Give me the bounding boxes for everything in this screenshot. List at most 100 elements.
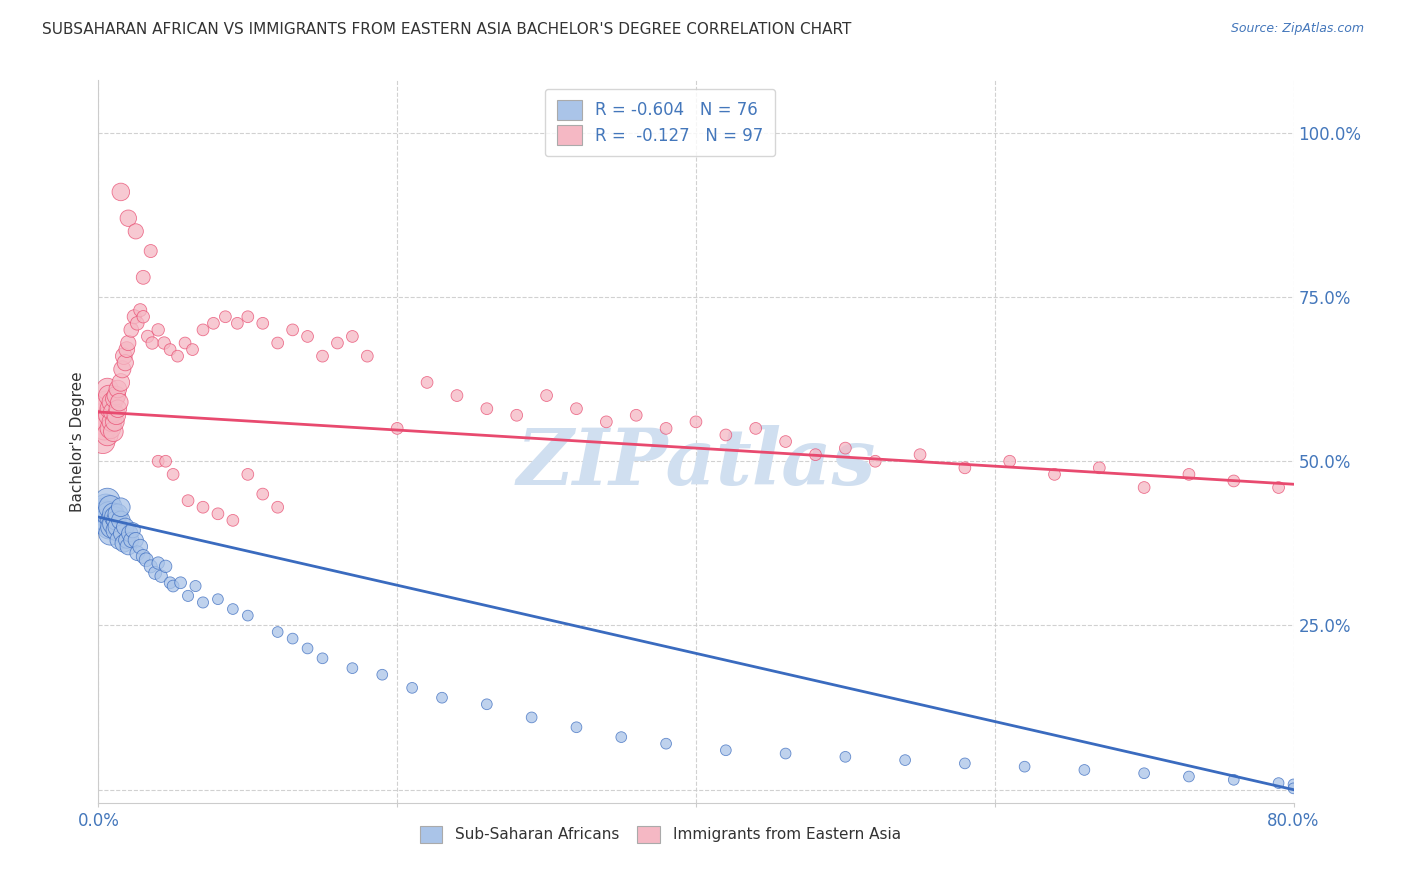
- Point: [104, 415, 127, 429]
- Point: [97, 507, 120, 521]
- Point: [98, 421, 122, 435]
- Point: [150, 569, 173, 583]
- Point: [111, 526, 134, 541]
- Point: [96, 513, 118, 527]
- Point: [1133, 481, 1156, 495]
- Point: [127, 316, 149, 330]
- Point: [214, 310, 236, 324]
- Point: [191, 323, 214, 337]
- Point: [506, 409, 529, 423]
- Point: [236, 467, 259, 482]
- Point: [127, 546, 149, 560]
- Point: [714, 743, 737, 757]
- Point: [136, 329, 159, 343]
- Point: [207, 507, 229, 521]
- Point: [112, 349, 135, 363]
- Text: Source: ZipAtlas.com: Source: ZipAtlas.com: [1230, 22, 1364, 36]
- Point: [430, 690, 453, 705]
- Point: [565, 720, 588, 734]
- Point: [1282, 781, 1305, 796]
- Point: [125, 533, 148, 547]
- Point: [153, 336, 176, 351]
- Point: [775, 747, 797, 761]
- Point: [107, 520, 129, 534]
- Point: [143, 566, 166, 580]
- Point: [115, 533, 138, 547]
- Point: [267, 500, 290, 515]
- Point: [139, 244, 162, 258]
- Point: [865, 454, 887, 468]
- Point: [281, 632, 304, 646]
- Point: [98, 526, 122, 541]
- Point: [236, 310, 259, 324]
- Point: [107, 401, 129, 416]
- Point: [226, 316, 249, 330]
- Point: [222, 513, 245, 527]
- Point: [110, 185, 132, 199]
- Point: [894, 753, 917, 767]
- Point: [96, 382, 118, 396]
- Point: [1043, 467, 1066, 482]
- Point: [252, 487, 274, 501]
- Point: [103, 405, 125, 419]
- Point: [998, 454, 1021, 468]
- Point: [101, 513, 124, 527]
- Point: [342, 661, 364, 675]
- Point: [148, 556, 170, 570]
- Text: ZIPatlas: ZIPatlas: [516, 425, 876, 501]
- Text: SUBSAHARAN AFRICAN VS IMMIGRANTS FROM EASTERN ASIA BACHELOR'S DEGREE CORRELATION: SUBSAHARAN AFRICAN VS IMMIGRANTS FROM EA…: [42, 22, 852, 37]
- Point: [159, 575, 181, 590]
- Point: [107, 507, 129, 521]
- Point: [297, 329, 319, 343]
- Point: [184, 579, 207, 593]
- Point: [155, 559, 177, 574]
- Point: [103, 516, 125, 531]
- Point: [202, 316, 225, 330]
- Point: [1073, 763, 1095, 777]
- Point: [1178, 467, 1201, 482]
- Point: [110, 376, 132, 390]
- Point: [148, 454, 170, 468]
- Point: [655, 421, 678, 435]
- Point: [191, 595, 214, 609]
- Point: [132, 310, 155, 324]
- Point: [446, 388, 468, 402]
- Point: [90, 415, 112, 429]
- Point: [834, 441, 856, 455]
- Point: [125, 224, 148, 238]
- Point: [98, 401, 122, 416]
- Point: [132, 270, 155, 285]
- Point: [326, 336, 349, 351]
- Point: [177, 589, 200, 603]
- Point: [177, 493, 200, 508]
- Point: [91, 434, 114, 449]
- Point: [108, 533, 131, 547]
- Point: [416, 376, 439, 390]
- Point: [236, 608, 259, 623]
- Point: [114, 520, 136, 534]
- Point: [94, 507, 117, 521]
- Point: [120, 323, 142, 337]
- Point: [101, 520, 124, 534]
- Point: [181, 343, 204, 357]
- Point: [93, 510, 115, 524]
- Point: [101, 415, 124, 429]
- Point: [162, 579, 184, 593]
- Point: [118, 526, 141, 541]
- Point: [953, 460, 976, 475]
- Point: [610, 730, 633, 744]
- Point: [94, 395, 117, 409]
- Point: [108, 395, 131, 409]
- Point: [166, 349, 188, 363]
- Point: [117, 211, 139, 226]
- Point: [174, 336, 197, 351]
- Point: [595, 415, 617, 429]
- Point: [111, 362, 134, 376]
- Point: [804, 448, 827, 462]
- Point: [252, 316, 274, 330]
- Point: [103, 507, 125, 521]
- Point: [132, 549, 155, 564]
- Point: [371, 667, 394, 681]
- Point: [96, 493, 118, 508]
- Point: [105, 523, 128, 537]
